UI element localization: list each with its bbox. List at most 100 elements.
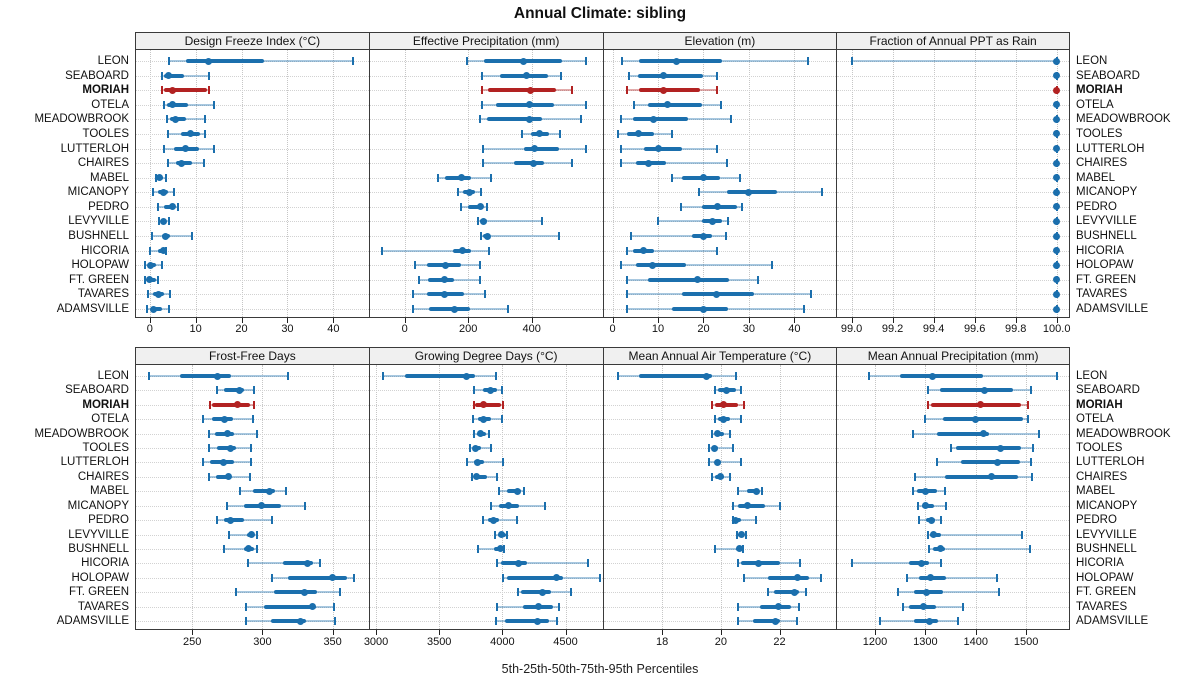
median-dot	[159, 217, 167, 225]
median-dot	[1053, 217, 1061, 225]
whisker-cap	[516, 516, 518, 525]
panel-plot	[602, 50, 837, 318]
h-gridline	[136, 104, 369, 106]
x-tick-label: 250	[182, 636, 202, 648]
h-gridline	[369, 577, 603, 579]
interquartile-bar	[504, 619, 550, 623]
x-tick	[1056, 318, 1058, 323]
h-gridline	[136, 163, 369, 165]
whisker-cap	[1056, 372, 1059, 380]
median-dot	[994, 458, 1002, 466]
station-label-right: LEVYVILLE	[1076, 528, 1137, 541]
v-gridline	[531, 50, 533, 317]
h-gridline	[369, 505, 603, 507]
x-tick-label: 3000	[363, 636, 389, 648]
interquartile-bar	[914, 619, 938, 623]
x-tick-label: 18	[656, 636, 669, 648]
h-gridline	[369, 148, 603, 150]
h-gridline	[136, 476, 369, 478]
whisker-cap	[470, 472, 473, 481]
x-tick	[192, 630, 194, 635]
whisker-cap	[737, 559, 740, 568]
percentile-whisker	[709, 461, 742, 464]
x-tick	[779, 630, 781, 635]
h-gridline	[837, 163, 1069, 165]
median-dot	[929, 372, 937, 380]
station-label-right: OTELA	[1076, 413, 1114, 426]
h-gridline	[369, 206, 603, 208]
station-label-left: LUTTERLOH	[60, 142, 129, 155]
interquartile-bar	[738, 503, 765, 508]
median-dot	[1053, 86, 1061, 94]
station-label-right: ADAMSVILLE	[1076, 615, 1149, 627]
whisker-cap	[720, 100, 723, 109]
whisker-cap	[495, 559, 498, 568]
station-label-right: BUSHNELL	[1076, 542, 1137, 555]
whisker-cap	[516, 588, 519, 597]
x-tick-label: 200	[458, 323, 478, 335]
station-label-left: ADAMSVILLE	[56, 615, 129, 627]
median-dot	[714, 458, 722, 466]
whisker-cap	[996, 573, 999, 582]
median-dot	[1053, 276, 1061, 284]
whisker-cap	[620, 57, 623, 65]
h-gridline	[603, 250, 837, 252]
h-gridline	[603, 236, 837, 238]
figure-caption: 5th-25th-50th-75th-95th Percentiles	[501, 662, 699, 676]
h-gridline	[369, 376, 603, 377]
percentile-whisker	[382, 249, 490, 252]
median-dot	[296, 617, 304, 625]
whisker-cap	[558, 129, 561, 138]
x-tick	[975, 630, 977, 635]
median-dot	[441, 290, 449, 298]
interquartile-bar	[474, 402, 502, 407]
median-dot	[1053, 159, 1061, 167]
h-gridline	[136, 192, 369, 194]
h-gridline	[603, 592, 837, 594]
v-gridline	[1026, 365, 1028, 629]
whisker-cap	[713, 544, 716, 553]
v-gridline	[720, 365, 722, 629]
whisker-cap	[473, 429, 476, 438]
median-dot	[525, 115, 533, 123]
whisker-cap	[162, 144, 165, 153]
whisker-cap	[161, 261, 164, 270]
station-label-left: CHAIRES	[77, 470, 129, 483]
station-label-left: MICANOPY	[67, 499, 129, 512]
x-tick	[332, 630, 334, 635]
median-dot	[479, 401, 487, 409]
h-gridline	[837, 448, 1069, 450]
v-gridline	[612, 50, 614, 317]
percentile-whisker	[496, 562, 588, 565]
x-tick-label: 99.8	[1004, 323, 1027, 335]
v-gridline	[662, 365, 664, 629]
percentile-whisker	[907, 576, 998, 579]
median-dot	[480, 415, 488, 423]
whisker-cap	[725, 159, 728, 168]
station-label-right: TOOLES	[1076, 442, 1123, 455]
median-dot	[732, 516, 739, 524]
median-dot	[472, 444, 480, 452]
station-label-right: SEABOARD	[1076, 384, 1140, 397]
station-label-right: HICORIA	[1076, 557, 1124, 570]
whisker-cap	[962, 602, 965, 611]
median-dot	[529, 159, 537, 167]
whisker-cap	[740, 458, 743, 467]
whisker-cap	[617, 372, 620, 380]
x-tick	[531, 318, 533, 323]
x-tick-label: 20	[714, 636, 727, 648]
h-gridline	[369, 119, 603, 121]
median-dot	[265, 487, 273, 495]
whisker-cap	[213, 100, 215, 109]
whisker-cap	[338, 588, 341, 597]
x-tick	[439, 630, 441, 635]
whisker-cap	[939, 559, 942, 568]
whisker-cap	[251, 415, 254, 424]
x-tick-label: 0	[146, 323, 153, 335]
whisker-cap	[483, 290, 486, 299]
whisker-cap	[252, 386, 255, 395]
whisker-cap	[1027, 415, 1030, 424]
whisker-cap	[208, 86, 211, 95]
whisker-cap	[502, 573, 505, 582]
h-gridline	[603, 563, 837, 565]
